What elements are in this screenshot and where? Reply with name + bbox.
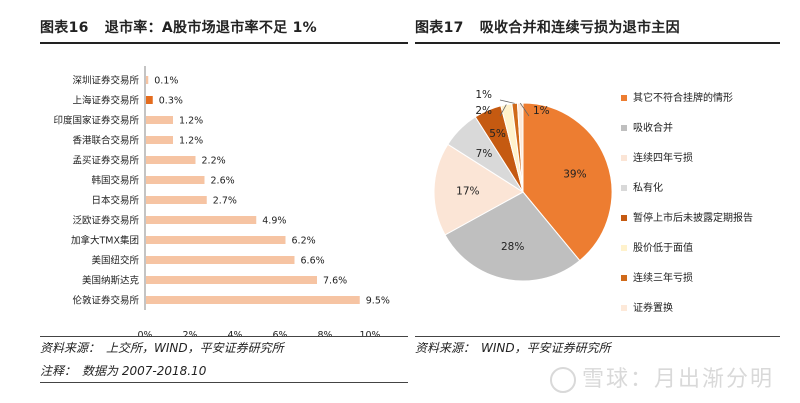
category-label: 孟买证券交易所 [72, 155, 139, 167]
legend-label: 证券置换 [633, 301, 673, 314]
legend-swatch [621, 95, 627, 101]
bar [146, 136, 173, 144]
bar-value-label: 7.6% [323, 276, 347, 287]
legend-label: 暂停上市后未披露定期报告 [633, 211, 753, 224]
right-figure-number: 图表17 [415, 20, 464, 36]
bar-value-label: 2.2% [202, 156, 226, 167]
bar [146, 256, 295, 264]
legend-swatch [621, 155, 627, 161]
bar-value-label: 0.3% [159, 96, 183, 107]
bar [146, 96, 153, 104]
left-figure: 图表16 退市率：A股市场退市率不足 1% 深圳证券交易所 0.1% 上海证券交易所 0… [40, 14, 408, 386]
x-tick-label: 8% [317, 330, 332, 336]
bar-value-label: 4.9% [262, 216, 286, 227]
pie-value-label: 2% [475, 105, 492, 117]
bar-value-label: 0.1% [154, 76, 178, 87]
pie-value-label: 5% [489, 128, 506, 140]
bar [146, 216, 257, 224]
category-label: 日本交易所 [91, 195, 139, 207]
bar-value-label: 9.5% [366, 296, 390, 307]
pie-leader-line [499, 104, 507, 117]
right-source-label: 资料来源： [415, 341, 476, 355]
category-label: 香港联合交易所 [72, 135, 139, 147]
legend-label: 其它不符合挂牌的情形 [633, 91, 733, 104]
legend-label: 私有化 [633, 181, 663, 194]
right-figure-header: 图表17 吸收合并和连续亏损为退市主因 [415, 14, 780, 44]
category-label: 美国纽交所 [91, 255, 139, 267]
right-source-text: WIND，平安证券研究所 [481, 341, 611, 355]
right-figure: 图表17 吸收合并和连续亏损为退市主因 39% 28% 17% 7% 5% 2% 1% 1% 其它… [415, 14, 780, 386]
bar-value-label: 1.2% [179, 136, 203, 147]
category-label: 伦敦证券交易所 [72, 295, 139, 307]
pie-value-label: 1% [475, 89, 492, 101]
category-label: 上海证券交易所 [72, 95, 139, 107]
category-label: 加拿大TMX集团 [71, 235, 139, 247]
left-note-text: 数据为 2007-2018.10 [82, 364, 207, 378]
legend-swatch [621, 125, 627, 131]
x-tick-label: 10% [359, 330, 380, 336]
x-tick-label: 0% [137, 330, 152, 336]
legend-label: 连续三年亏损 [633, 271, 693, 284]
bar-value-label: 2.6% [211, 176, 235, 187]
legend-label: 股价低于面值 [633, 241, 693, 254]
pie-value-label: 7% [476, 148, 493, 160]
x-tick-label: 4% [227, 330, 242, 336]
pie-value-label: 1% [533, 105, 550, 117]
watermark: 雪球：月出渐分明 [549, 361, 774, 393]
pie-chart: 39% 28% 17% 7% 5% 2% 1% 1% 其它不符合挂牌的情形吸收合并连续四年亏损私… [433, 89, 753, 314]
bar [146, 76, 149, 84]
legend-swatch [621, 185, 627, 191]
left-source-label: 资料来源： [40, 341, 101, 355]
legend-label: 吸收合并 [633, 121, 673, 134]
left-note: 注释： 数据为 2007-2018.10 [40, 360, 408, 383]
bar [146, 236, 286, 244]
right-source: 资料来源： WIND，平安证券研究所 [415, 336, 780, 359]
bar [146, 116, 173, 124]
legend-label: 连续四年亏损 [633, 151, 693, 164]
pie-slice [433, 143, 524, 236]
bar-value-label: 2.7% [213, 196, 237, 207]
category-label: 韩国交易所 [91, 175, 139, 187]
pie-value-label: 28% [501, 241, 524, 253]
bar [146, 276, 317, 284]
pie-slice [444, 191, 581, 282]
left-figure-header: 图表16 退市率：A股市场退市率不足 1% [40, 14, 408, 44]
category-label: 印度国家证券交易所 [53, 115, 139, 127]
legend-swatch [621, 215, 627, 221]
snowball-logo-icon [549, 367, 576, 393]
left-figure-number: 图表16 [40, 20, 89, 36]
left-source-text: 上交所，WIND，平安证券研究所 [106, 341, 284, 355]
category-label: 泛欧证券交易所 [72, 215, 139, 227]
left-source: 资料来源： 上交所，WIND，平安证券研究所 [40, 336, 408, 359]
watermark-text: 雪球：月出渐分明 [581, 367, 774, 392]
legend-swatch [621, 305, 627, 311]
legend-swatch [621, 275, 627, 281]
left-note-label: 注释： [40, 364, 77, 378]
bar [146, 296, 360, 304]
pie-leader-line [499, 99, 515, 104]
bar-value-label: 6.6% [301, 256, 325, 267]
bar-chart: 深圳证券交易所 0.1% 上海证券交易所 0.3% 印度国家证券交易所 1.2% 香港联合交… [53, 66, 390, 336]
pie-value-label: 39% [563, 168, 586, 180]
pie-leader-line [519, 102, 530, 117]
bar-value-label: 1.2% [179, 116, 203, 127]
pie-slice [522, 102, 613, 262]
bar-value-label: 6.2% [292, 236, 316, 247]
x-tick-label: 6% [272, 330, 287, 336]
left-figure-title: 退市率：A股市场退市率不足 1% [104, 20, 317, 36]
bar [146, 196, 207, 204]
pie-value-label: 17% [456, 185, 479, 197]
right-figure-title: 吸收合并和连续亏损为退市主因 [479, 20, 680, 36]
bar [146, 156, 196, 164]
x-tick-label: 2% [182, 330, 197, 336]
bar [146, 176, 205, 184]
category-label: 深圳证券交易所 [72, 75, 139, 87]
category-label: 美国纳斯达克 [82, 275, 140, 287]
legend-swatch [621, 245, 627, 251]
